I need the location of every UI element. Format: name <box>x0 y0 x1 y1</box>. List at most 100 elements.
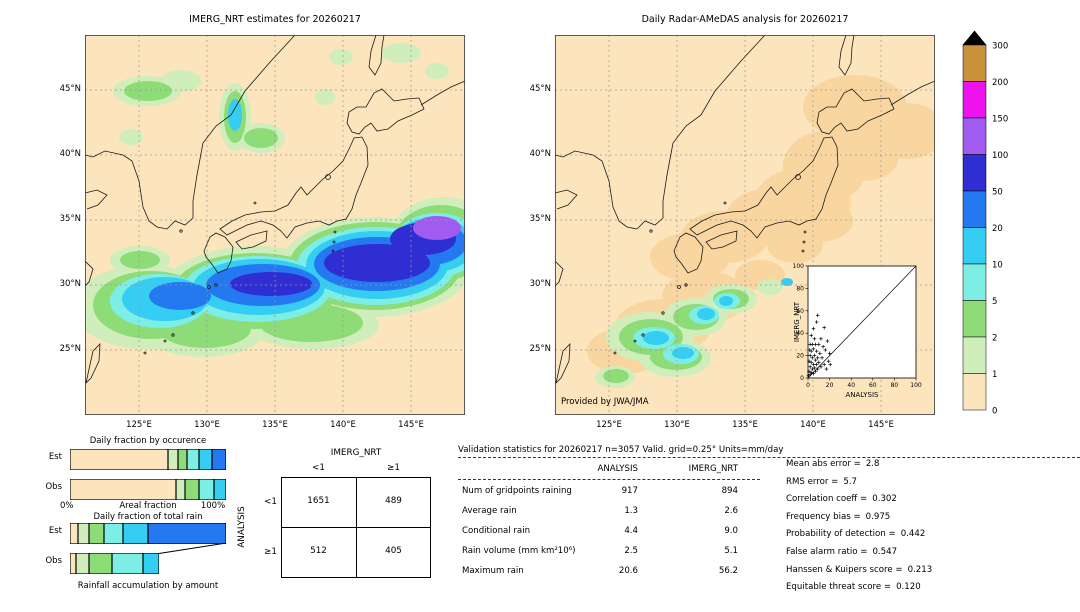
score-line: Mean abs error = 2.8 <box>786 459 880 469</box>
colorbar-overflow-triangle <box>962 30 987 46</box>
fraction-bar-segment <box>199 449 212 470</box>
fraction-bar-segment <box>185 479 200 500</box>
imerg-col-header: IMERG_NRT <box>688 464 738 474</box>
inset-x-tick-label: 40 <box>847 382 855 389</box>
colorbar-tick-label: 5 <box>992 297 997 307</box>
score-value: 2.8 <box>865 459 880 469</box>
colorbar-tick-label: 100 <box>992 151 1008 161</box>
score-value: 0.120 <box>896 582 921 593</box>
inset-x-tick-label: 80 <box>891 382 899 389</box>
colorbar-segment <box>962 263 987 301</box>
fraction-bar-segment <box>70 449 169 470</box>
fraction-bar-segment <box>213 479 226 500</box>
fraction-bar-segment <box>199 479 214 500</box>
stat-imerg-value: 2.6 <box>724 506 738 516</box>
lon-tick-label: 130°E <box>664 420 690 430</box>
contingency-grid-hline <box>281 527 431 528</box>
score-value: 0.442 <box>900 529 926 540</box>
lon-tick-label: 145°E <box>868 420 894 430</box>
inset-scatter: 00 20 20 40 40 60 60 80 80 100 100 ANALYSIS IMERG_… <box>793 263 922 399</box>
fraction-bar-segment <box>147 523 226 544</box>
obs-label: Obs <box>45 556 62 566</box>
colorbar-segment <box>962 227 987 265</box>
lon-tick-label: 135°E <box>262 420 288 430</box>
fraction-bar-segment <box>186 449 200 470</box>
lat-tick-label: 45°N <box>59 84 81 94</box>
colorbar-tick-label: 1 <box>992 370 997 380</box>
areal-axis-min: 0% <box>60 501 74 511</box>
fraction-bar-segment <box>123 523 148 544</box>
inset-y-tick-label: 40 <box>796 330 804 337</box>
fraction-bar-segment <box>112 553 144 574</box>
stat-row: Maximum rain 20.6 56.2 <box>0 566 1080 578</box>
colorbar-segment <box>962 373 987 411</box>
fraction-bar-segment <box>70 523 78 544</box>
colorbar-tick-label: 2 <box>992 334 997 344</box>
lat-tick-label: 25°N <box>529 344 551 354</box>
stat-label: Rain volume (mm km²10⁶) <box>462 546 576 556</box>
lat-tick-label: 30°N <box>59 279 81 289</box>
colorbar-tick-label: 20 <box>992 224 1003 234</box>
fraction-bar-segment <box>76 553 89 574</box>
stat-analysis-value: 917 <box>621 486 638 496</box>
colorbar-segment <box>962 190 987 228</box>
contingency-cell: 489 <box>385 496 402 506</box>
contingency-cell: 1651 <box>307 496 330 506</box>
colorbar-segment <box>962 117 987 155</box>
score-label: Correlation coeff = <box>786 494 868 505</box>
fraction-bar-segment <box>176 479 186 500</box>
est-label: Est <box>48 452 62 462</box>
score-line: False alarm ratio = 0.547 <box>786 547 897 557</box>
colorbar-segment <box>962 81 987 119</box>
stat-label: Average rain <box>462 506 517 516</box>
stat-row: Conditional rain 4.4 9.0 <box>0 526 1080 538</box>
occurrence-obs-bar <box>70 479 226 500</box>
score-line: Probability of detection = 0.442 <box>786 529 925 539</box>
contingency-cell: 405 <box>385 546 402 556</box>
accumulation-label: Rainfall accumulation by amount <box>77 581 219 591</box>
lat-tick-label: 35°N <box>59 214 81 224</box>
fraction-bar-segment <box>70 479 177 500</box>
analysis-col-header: ANALYSIS <box>597 464 638 474</box>
areal-axis-label: Areal fraction <box>119 501 177 511</box>
lon-tick-label: 140°E <box>330 420 356 430</box>
occurrence-est-bar <box>70 449 226 470</box>
colorbar-segment <box>962 336 987 374</box>
accumulation-funnel-line <box>158 543 227 554</box>
stat-imerg-value: 894 <box>721 486 738 496</box>
inset-x-tick-label: 100 <box>910 382 922 389</box>
score-label: Frequency bias = <box>786 511 861 522</box>
radar-amedas-map: 00 20 20 40 40 60 60 80 80 100 100 ANALYSIS IMERG_… <box>554 35 935 415</box>
inset-y-tick-label: 0 <box>800 375 804 382</box>
inset-x-tick-label: 60 <box>869 382 877 389</box>
inset-ylabel: IMERG_NRT <box>793 301 801 342</box>
stat-label: Maximum rain <box>462 566 524 576</box>
stat-label: Conditional rain <box>462 526 531 536</box>
total-rain-obs-bar <box>70 553 226 574</box>
colorbar-segment <box>962 44 987 82</box>
stat-row: Average rain 1.3 2.6 <box>0 506 1080 518</box>
total-rain-title: Daily fraction of total rain <box>93 512 203 522</box>
imerg-precip-shading <box>85 43 465 357</box>
fraction-bar-segment <box>77 523 89 544</box>
score-line: Hanssen & Kuipers score = 0.213 <box>786 565 932 575</box>
contingency-row-label: ≥1 <box>264 547 277 557</box>
lat-tick-label: 35°N <box>529 214 551 224</box>
left-map-title: IMERG_NRT estimates for 20260217 <box>189 14 361 25</box>
fraction-bar-segment <box>104 523 124 544</box>
inset-axes: 00 20 20 40 40 60 60 80 80 100 100 <box>793 263 922 389</box>
inset-diagonal <box>807 265 917 379</box>
score-label: False alarm ratio = <box>786 547 868 557</box>
stat-analysis-value: 20.6 <box>618 566 638 576</box>
contingency-col-label: <1 <box>312 463 325 473</box>
dashed-separator <box>458 457 1080 458</box>
imerg-map <box>85 35 466 415</box>
areal-axis-max: 100% <box>200 501 226 511</box>
inset-scatter-points <box>806 313 833 378</box>
stat-analysis-value: 4.4 <box>624 526 638 536</box>
score-line: Equitable threat score = 0.120 <box>786 582 921 592</box>
score-line: RMS error = 5.7 <box>786 477 857 487</box>
score-line: Correlation coeff = 0.302 <box>786 494 897 504</box>
